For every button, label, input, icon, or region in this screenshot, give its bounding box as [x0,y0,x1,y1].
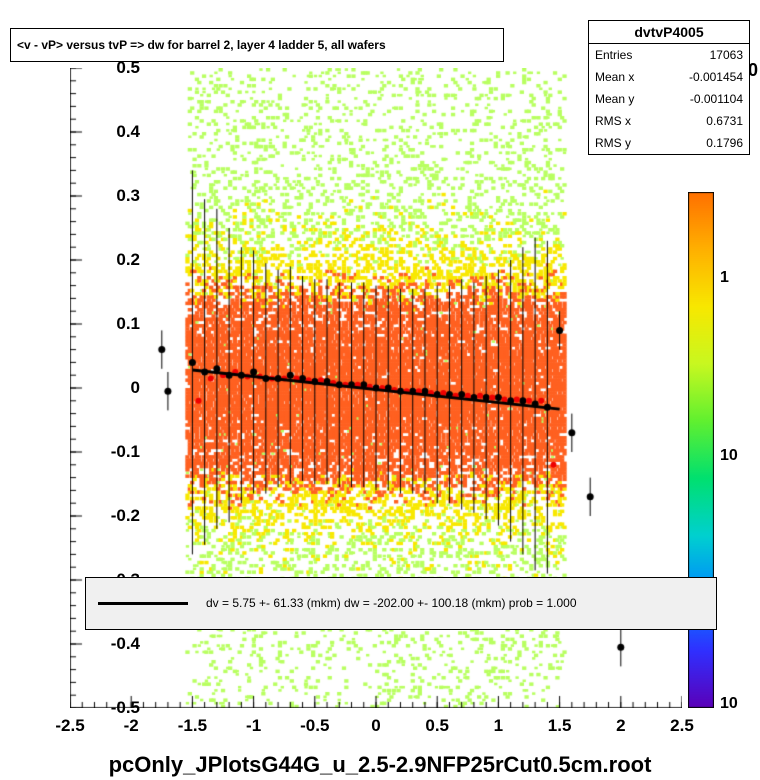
y-tick-label: 0 [90,378,140,398]
y-tick-label: 0.4 [90,122,140,142]
x-tick-label: 1 [494,716,503,736]
fit-legend-box: dv = 5.75 +- 61.33 (mkm) dw = -202.00 +-… [85,577,717,630]
stats-box: dvtvP4005 Entries 17063 Mean x -0.001454… [588,20,750,155]
y-tick-label: -0.1 [90,442,140,462]
x-tick-label: 0.5 [425,716,449,736]
fit-line-sample [98,602,188,605]
x-tick-label: 2 [616,716,625,736]
label: RMS x [595,114,631,128]
y-tick-label: 0.2 [90,250,140,270]
colorbar [688,192,714,708]
fit-text: dv = 5.75 +- 61.33 (mkm) dw = -202.00 +-… [206,596,577,610]
value: -0.001104 [690,92,743,106]
value: 17063 [710,48,743,62]
plot-title: <v - vP> versus tvP => dw for barrel 2, … [10,28,504,62]
y-tick-label: -0.4 [90,634,140,654]
value: -0.001454 [689,70,743,84]
stats-name: dvtvP4005 [589,21,749,44]
colorbar-tick-label: 1 [720,269,729,287]
label: Entries [595,48,632,62]
filename-label: pcOnly_JPlotsG44G_u_2.5-2.9NFP25rCut0.5c… [0,752,760,778]
x-tick-label: -2.5 [55,716,84,736]
x-tick-label: -1.5 [178,716,207,736]
colorbar-tick-label: 10 [720,447,738,465]
label: Mean y [595,92,634,106]
stats-row-meanx: Mean x -0.001454 [589,66,749,88]
x-tick-label: -2 [124,716,139,736]
x-tick-label: 2.5 [670,716,694,736]
y-tick-label: -0.2 [90,506,140,526]
stats-row-rmsx: RMS x 0.6731 [589,110,749,132]
x-tick-label: -1 [246,716,261,736]
y-tick-label: 0.3 [90,186,140,206]
stats-row-rmsy: RMS y 0.1796 [589,132,749,154]
stats-row-meany: Mean y -0.001104 [589,88,749,110]
x-tick-label: 1.5 [548,716,572,736]
title-text: <v - vP> versus tvP => dw for barrel 2, … [17,38,386,52]
y-tick-label: 0.1 [90,314,140,334]
value: 0.6731 [706,114,743,128]
x-tick-label: 0 [371,716,380,736]
colorbar-tick-label: 10 [720,695,738,713]
y-tick-label: -0.5 [90,698,140,718]
stats-row-entries: Entries 17063 [589,44,749,66]
value: 0.1796 [706,136,743,150]
x-tick-label: -0.5 [300,716,329,736]
label: RMS y [595,136,631,150]
label: Mean x [595,70,634,84]
